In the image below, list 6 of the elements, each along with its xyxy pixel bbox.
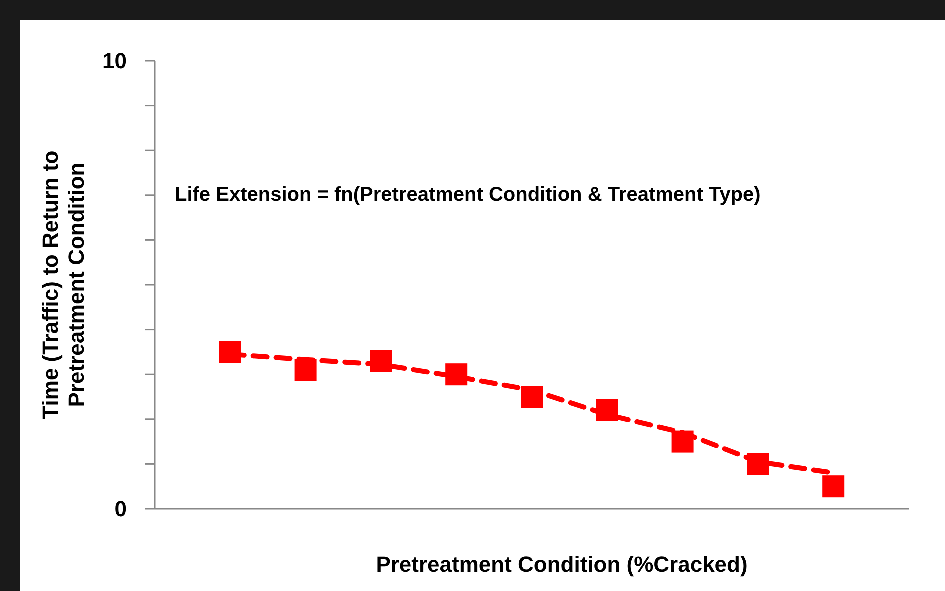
- x-axis-title: Pretreatment Condition (%Cracked): [376, 552, 748, 577]
- point: [822, 476, 845, 498]
- y-tick-label: 0: [114, 496, 127, 522]
- y-tick-label: 10: [102, 48, 127, 74]
- y-axis-title: Time (Traffic) to Return to Pretreatment Condition: [38, 150, 90, 420]
- annotation: Life Extension = fn(Pretreatment Condition & Treatment Type): [175, 184, 761, 206]
